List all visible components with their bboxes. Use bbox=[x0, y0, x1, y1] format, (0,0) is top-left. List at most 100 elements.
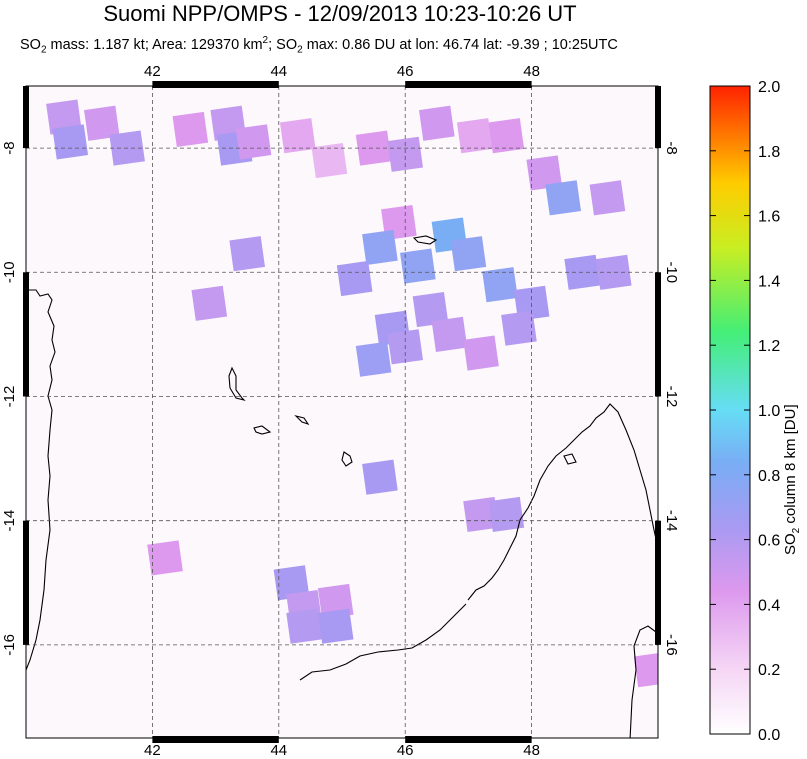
so2-pixel bbox=[46, 99, 82, 135]
madagascar-west-coastline bbox=[299, 603, 467, 681]
colorbar-tick-label: 1.0 bbox=[758, 403, 780, 420]
so2-pixel bbox=[418, 105, 455, 141]
so2-pixel bbox=[355, 130, 392, 166]
lat-tick-label-left: -14 bbox=[1, 510, 18, 532]
lat-tick-label-right: -8 bbox=[663, 141, 680, 154]
so2-pixel bbox=[147, 540, 183, 576]
lat-tick-label-left: -16 bbox=[1, 634, 18, 656]
so2-pixel bbox=[482, 267, 518, 303]
frame-bar-right bbox=[655, 272, 661, 397]
so2-pixel bbox=[400, 248, 436, 284]
so2-pixel bbox=[317, 608, 354, 644]
lat-tick-label-right: -10 bbox=[663, 261, 680, 283]
lon-tick-label-top: 46 bbox=[397, 63, 414, 80]
subtitle-so2-prefix: SO bbox=[20, 36, 41, 53]
aldabra-outline bbox=[412, 235, 438, 245]
subtitle-area-sup: 2 bbox=[262, 35, 269, 46]
lon-tick-label-top: 44 bbox=[270, 63, 287, 80]
so2-pixel bbox=[463, 335, 499, 371]
so2-pixel bbox=[336, 260, 373, 297]
so2-pixel bbox=[387, 136, 424, 172]
map-subtitle: SO2 mass: 1.187 kt; Area: 129370 km2; SO… bbox=[20, 35, 618, 56]
so2-pixel bbox=[362, 229, 398, 266]
lon-tick-label-bottom: 44 bbox=[270, 742, 287, 759]
colorbar-tick-label: 0.2 bbox=[758, 662, 780, 679]
subtitle-max-prefix: ; SO bbox=[268, 36, 298, 53]
lat-tick-label-right: -12 bbox=[663, 386, 680, 408]
frame-bar-bottom bbox=[405, 736, 532, 743]
so2-pixel bbox=[311, 142, 348, 179]
lat-tick-label-right: -16 bbox=[663, 634, 680, 656]
so2-pixel bbox=[450, 236, 487, 272]
lon-tick-label-bottom: 48 bbox=[523, 742, 540, 759]
so2-pixel bbox=[355, 341, 392, 377]
colorbar-tick-label: 1.4 bbox=[758, 273, 780, 290]
madagascar-south-coastline bbox=[629, 625, 657, 738]
lat-tick-label-left: -12 bbox=[1, 386, 18, 408]
subtitle-mass-area: mass: 1.187 kt; Area: 129370 km bbox=[46, 36, 263, 53]
frame-bar-left bbox=[23, 272, 29, 397]
colorbar-title-sub: 2 bbox=[791, 527, 802, 534]
so2-pixel bbox=[431, 316, 468, 352]
frame-bar-left bbox=[23, 86, 29, 149]
so2-pixel bbox=[589, 180, 626, 216]
axis-labels: 42 42 44 44 46 46 48 48 -8 -8 -10 -10 -12 -12 -14 -14 -1… bbox=[1, 63, 680, 759]
moheli-outline bbox=[253, 425, 272, 435]
frame-bar-top bbox=[405, 81, 532, 88]
colorbar-tick-label: 0.4 bbox=[758, 597, 780, 614]
so2-pixel bbox=[526, 155, 563, 191]
so2-pixel bbox=[545, 180, 582, 216]
lat-tick-label-left: -10 bbox=[1, 261, 18, 283]
lon-tick-label-top: 48 bbox=[523, 63, 540, 80]
colorbar bbox=[709, 85, 751, 735]
madagascar-coastline bbox=[467, 403, 658, 601]
map-title: Suomi NPP/OMPS - 12/09/2013 10:23-10:26 … bbox=[103, 1, 577, 26]
so2-pixel bbox=[456, 118, 493, 154]
colorbar-title: SO2 column 8 km [DU] bbox=[782, 404, 802, 555]
colorbar-tick-label: 0.0 bbox=[758, 727, 780, 744]
so2-pixel bbox=[286, 608, 322, 644]
so2-pixel bbox=[488, 496, 525, 533]
colorbar-tick-label: 1.8 bbox=[758, 144, 780, 161]
so2-pixel bbox=[595, 254, 632, 290]
africa-coastline bbox=[26, 289, 56, 671]
so2-pixel bbox=[229, 236, 266, 272]
colorbar-tick-label: 0.6 bbox=[758, 533, 780, 550]
colorbar-tick-label: 0.8 bbox=[758, 468, 780, 485]
lon-tick-label-bottom: 46 bbox=[397, 742, 414, 759]
coastline-layer bbox=[26, 235, 658, 738]
lon-tick-label-top: 42 bbox=[144, 63, 161, 80]
so2-pixel bbox=[488, 118, 525, 154]
graticule bbox=[26, 86, 658, 738]
colorbar-title-text: column 8 km [DU] bbox=[782, 404, 799, 528]
so2-pixel bbox=[191, 285, 228, 321]
grande-comore-outline bbox=[228, 366, 246, 402]
map-frame bbox=[23, 81, 661, 743]
so2-pixel bbox=[633, 652, 658, 688]
so2-pixel-layer bbox=[26, 86, 658, 738]
so2-pixel bbox=[235, 124, 272, 160]
map-border bbox=[25, 85, 659, 739]
anjouan-outline bbox=[294, 414, 310, 426]
subtitle-so2-sub: 2 bbox=[40, 44, 47, 56]
colorbar-title-prefix: SO bbox=[782, 533, 799, 555]
so2-pixel bbox=[362, 459, 398, 495]
colorbar-tick-label: 2.0 bbox=[758, 79, 780, 96]
mayotte-outline bbox=[341, 451, 353, 467]
colorbar-tick-label: 1.2 bbox=[758, 338, 780, 355]
colorbar-ticks: 2.0 1.8 1.6 1.4 1.2 1.0 0.8 0.6 0.4 0.2 0.0 bbox=[710, 79, 780, 744]
colorbar-gradient bbox=[709, 85, 751, 735]
subtitle-max-text: max: 0.86 DU at lon: 46.74 lat: -9.39 ; … bbox=[302, 36, 618, 53]
so2-pixel bbox=[279, 118, 316, 154]
so2-pixel bbox=[52, 124, 89, 160]
lat-tick-label-right: -14 bbox=[663, 510, 680, 532]
so2-pixel bbox=[273, 565, 310, 601]
so2-pixel bbox=[84, 105, 120, 141]
frame-bar-bottom bbox=[152, 736, 279, 743]
subtitle-max-sub: 2 bbox=[297, 44, 303, 56]
frame-bar-top bbox=[152, 81, 279, 88]
frame-bar-right bbox=[655, 86, 661, 149]
so2-pixel bbox=[412, 291, 449, 328]
frame-bar-left bbox=[23, 520, 29, 645]
